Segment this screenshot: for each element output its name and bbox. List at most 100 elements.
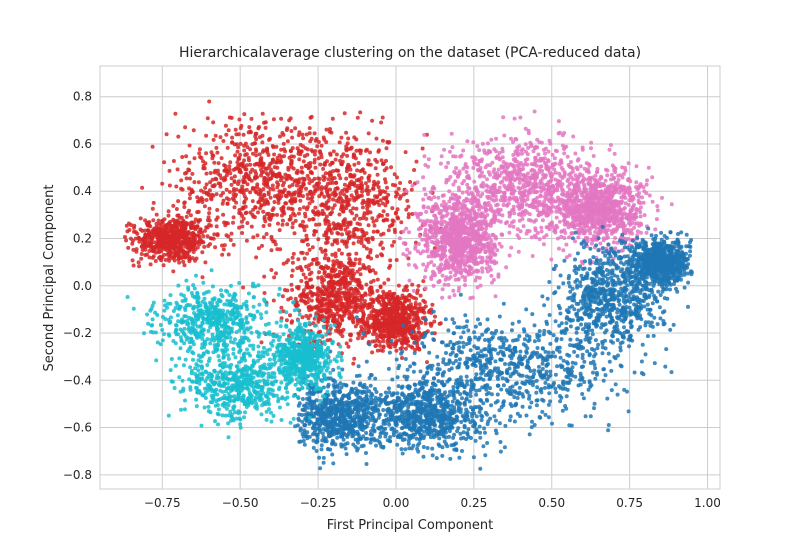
scatter-point bbox=[565, 179, 570, 183]
scatter-point bbox=[303, 275, 308, 280]
scatter-point bbox=[187, 259, 192, 264]
scatter-point bbox=[272, 152, 277, 157]
scatter-point bbox=[295, 146, 300, 151]
scatter-point bbox=[375, 229, 380, 234]
scatter-point bbox=[321, 297, 326, 302]
scatter-point bbox=[427, 228, 432, 233]
scatter-point bbox=[176, 199, 181, 204]
scatter-point bbox=[342, 302, 346, 306]
scatter-point bbox=[147, 249, 152, 253]
scatter-point bbox=[410, 309, 415, 314]
scatter-point bbox=[414, 159, 419, 164]
scatter-point bbox=[290, 207, 295, 212]
scatter-point bbox=[352, 356, 357, 361]
scatter-point bbox=[494, 203, 499, 208]
scatter-point bbox=[503, 198, 508, 203]
scatter-point bbox=[347, 280, 352, 285]
scatter-point bbox=[301, 225, 306, 230]
scatter-point bbox=[253, 189, 258, 194]
scatter-point bbox=[259, 173, 263, 178]
scatter-point bbox=[359, 227, 364, 232]
scatter-point bbox=[348, 263, 353, 268]
scatter-point bbox=[367, 303, 372, 308]
scatter-point bbox=[297, 211, 301, 216]
scatter-point bbox=[167, 168, 172, 173]
scatter-point bbox=[491, 277, 496, 282]
scatter-point bbox=[669, 202, 674, 207]
scatter-point bbox=[328, 280, 333, 285]
scatter-point bbox=[453, 273, 457, 278]
scatter-point bbox=[602, 183, 607, 188]
scatter-point bbox=[339, 280, 344, 285]
scatter-point bbox=[399, 301, 404, 306]
scatter-point bbox=[214, 145, 219, 150]
scatter-point bbox=[556, 119, 561, 124]
scatter-point bbox=[486, 170, 491, 175]
scatter-point bbox=[404, 284, 409, 289]
scatter-point bbox=[161, 263, 166, 268]
scatter-point bbox=[384, 158, 388, 163]
scatter-point bbox=[375, 254, 380, 259]
scatter-point bbox=[340, 232, 344, 237]
scatter-point bbox=[318, 329, 323, 334]
scatter-point bbox=[460, 181, 465, 186]
scatter-point bbox=[368, 285, 373, 290]
scatter-point bbox=[284, 177, 289, 182]
scatter-point bbox=[488, 207, 493, 212]
scatter-point bbox=[378, 285, 383, 290]
scatter-point bbox=[197, 239, 202, 244]
scatter-point bbox=[282, 147, 287, 152]
scatter-point bbox=[215, 232, 220, 237]
scatter-point bbox=[340, 318, 345, 323]
scatter-point bbox=[131, 247, 136, 252]
scatter-point bbox=[224, 173, 229, 178]
scatter-point bbox=[339, 207, 343, 212]
scatter-point bbox=[151, 200, 156, 205]
scatter-point bbox=[247, 125, 252, 130]
scatter-point bbox=[388, 296, 393, 301]
scatter-point bbox=[284, 318, 289, 323]
scatter-point bbox=[377, 321, 382, 326]
scatter-point bbox=[392, 296, 396, 301]
scatter-point bbox=[208, 171, 213, 175]
scatter-point bbox=[344, 341, 349, 346]
scatter-point bbox=[221, 139, 226, 143]
scatter-point bbox=[371, 332, 375, 337]
scatter-point bbox=[330, 160, 334, 165]
scatter-point bbox=[234, 142, 239, 147]
scatter-point bbox=[373, 308, 377, 313]
scatter-point bbox=[268, 136, 272, 141]
scatter-point bbox=[146, 228, 150, 233]
scatter-point bbox=[196, 230, 201, 234]
scatter-point bbox=[561, 248, 566, 253]
scatter-point bbox=[305, 283, 309, 288]
scatter-point bbox=[257, 125, 261, 129]
scatter-point bbox=[256, 210, 260, 215]
scatter-point bbox=[326, 256, 331, 261]
scatter-point bbox=[179, 245, 184, 250]
scatter-point bbox=[437, 321, 442, 326]
scatter-point bbox=[334, 312, 339, 316]
scatter-point bbox=[526, 171, 530, 176]
scatter-point bbox=[312, 232, 316, 237]
scatter-point bbox=[356, 227, 361, 232]
scatter-point bbox=[180, 155, 185, 159]
scatter-point bbox=[382, 315, 387, 320]
scatter-point bbox=[364, 216, 369, 221]
scatter-point bbox=[222, 163, 227, 168]
scatter-point bbox=[492, 259, 497, 264]
scatter-point bbox=[345, 239, 350, 244]
scatter-point bbox=[330, 242, 335, 247]
scatter-point bbox=[259, 340, 264, 345]
scatter-point bbox=[336, 199, 341, 204]
scatter-point bbox=[254, 153, 259, 158]
scatter-point bbox=[246, 130, 251, 135]
scatter-point bbox=[360, 336, 365, 340]
scatter-point bbox=[305, 300, 310, 305]
scatter-point bbox=[310, 199, 315, 204]
scatter-point bbox=[350, 268, 355, 273]
scatter-point bbox=[482, 237, 487, 242]
scatter-point bbox=[327, 129, 332, 134]
scatter-point bbox=[604, 167, 608, 172]
